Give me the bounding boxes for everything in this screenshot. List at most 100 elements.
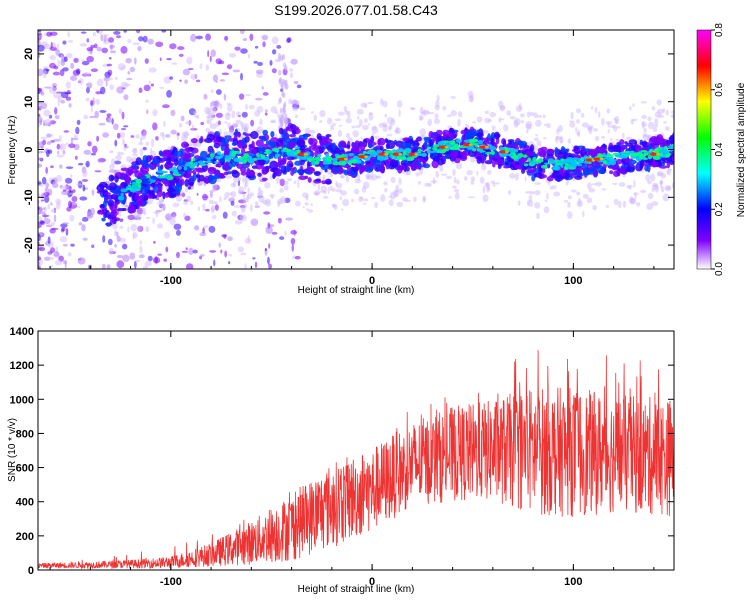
spectrogram-halo-blob: [592, 128, 599, 132]
spectrogram-halo-blob: [484, 182, 490, 187]
spectrogram-core-blob: [322, 160, 327, 165]
spectrogram-band-blob: [270, 130, 275, 138]
spectrogram-halo-blob: [231, 110, 236, 119]
spectrogram-halo-blob: [645, 174, 651, 182]
spectrogram-band-blob: [200, 135, 204, 144]
spectrogram-noise-blob: [275, 177, 281, 183]
spectrogram-noise-blob: [284, 230, 287, 236]
spectrogram-halo-blob: [565, 182, 569, 186]
spectrogram-noise-blob: [52, 71, 61, 76]
spectrogram-noise-blob: [108, 37, 115, 43]
spectrogram-noise-blob: [195, 79, 201, 83]
spectrogram-noise-blob: [218, 120, 221, 126]
spectrogram-noise-blob: [43, 70, 47, 79]
spectrogram-band-blob: [231, 141, 237, 146]
spectrogram-band-blob: [488, 156, 492, 162]
spectrogram-halo-blob: [454, 192, 460, 200]
spectrogram-band-blob: [206, 133, 215, 141]
spectrogram-noise-blob: [139, 239, 142, 246]
spectrogram-band-blob: [609, 170, 614, 175]
spectrogram-peak-edge: [468, 143, 473, 146]
spectrogram-halo-blob: [415, 172, 421, 177]
spectrogram-band-blob: [352, 166, 359, 173]
spectrogram-core-blob: [385, 154, 389, 159]
snr-xtick-label: 100: [564, 576, 582, 588]
spectrogram-band-blob: [320, 163, 330, 171]
colorbar: 0.0 0.2 0.4 0.6 0.8 Normalized spectral ampl…: [696, 23, 747, 276]
spectrogram-halo-blob: [535, 119, 542, 127]
spectrogram-halo-blob: [618, 200, 622, 209]
spectrogram-core-blob: [247, 155, 253, 159]
spectrogram-halo-blob: [529, 111, 535, 116]
spectrogram-band-blob: [560, 146, 566, 153]
spectrogram-peak-edge: [303, 153, 308, 156]
spectrogram-halo-blob: [388, 199, 394, 207]
spectrogram-xtick-label: -100: [160, 275, 182, 287]
spectrogram-core-blob: [470, 145, 475, 150]
spectrogram-halo-blob: [219, 196, 222, 203]
spectrogram-noise-blob: [118, 108, 122, 115]
colorbar-ticks: 0.0 0.2 0.4 0.6 0.8: [711, 23, 725, 276]
spectrogram-band-blob: [379, 145, 384, 151]
spectrogram-band-blob: [101, 217, 106, 222]
spectrogram-noise-blob: [69, 214, 75, 222]
spectrogram-band-blob: [566, 148, 570, 152]
spectrogram-core-blob: [648, 148, 654, 153]
spectrogram-noise-blob: [152, 122, 158, 131]
spectrogram-band-blob: [484, 160, 493, 165]
spectrogram-halo-blob: [592, 204, 598, 211]
spectrogram-halo-blob: [211, 184, 218, 190]
spectrogram-noise-blob: [44, 119, 52, 125]
spectrogram-noise-blob: [60, 59, 66, 67]
spectrogram-noise-blob: [229, 52, 237, 58]
spectrogram-halo-blob: [118, 151, 125, 156]
spectrogram-spike-blob: [278, 52, 282, 59]
spectrogram-band-blob: [517, 163, 523, 170]
spectrogram-noise-blob: [126, 77, 133, 81]
spectrogram-noise-blob: [171, 62, 178, 65]
spectrogram-band-blob: [262, 129, 269, 136]
spectrogram-halo-blob: [259, 118, 263, 126]
spectrogram-noise-blob: [54, 260, 63, 266]
snr-ytick-label: 800: [16, 428, 34, 440]
spectrogram-halo-blob: [320, 168, 323, 174]
spectrogram-peak: [498, 150, 507, 154]
spectrogram-halo-blob: [656, 99, 662, 106]
spectrogram-halo-blob: [162, 132, 165, 141]
spectrogram-band-blob: [188, 147, 195, 151]
spectrogram-band-blob: [176, 150, 184, 157]
spectrogram-peak: [337, 157, 346, 161]
spectrogram-band-blob: [546, 148, 555, 153]
spectrogram-halo-blob: [390, 118, 396, 126]
spectrogram-core-blob: [560, 158, 565, 162]
spectrogram-band-blob: [261, 177, 268, 181]
spectrogram-noise-blob: [69, 75, 78, 81]
spectrogram-noise-blob: [155, 136, 159, 141]
spectrogram-halo-blob: [433, 118, 440, 125]
spectrogram-noise-blob: [83, 114, 89, 120]
spectrogram-noise-blob: [38, 102, 46, 110]
spectrogram-halo-blob: [277, 200, 281, 208]
spectrogram-halo-blob: [622, 174, 626, 178]
spectrogram-band-blob: [379, 164, 385, 173]
spectrogram-halo-blob: [435, 170, 439, 179]
spectrogram-noise-blob: [94, 170, 102, 173]
spectrogram-noise-blob: [38, 113, 41, 117]
spectrogram-noise-blob: [113, 31, 121, 35]
spectrogram-marks: [38, 30, 674, 269]
spectrogram-noise-blob: [221, 72, 230, 76]
spectrogram-halo-blob: [637, 138, 641, 144]
spectrogram-noise-blob: [48, 149, 53, 154]
spectrogram-core-blob: [255, 157, 264, 160]
spectrogram-halo-blob: [118, 211, 122, 217]
spectrogram-band-blob: [158, 184, 163, 193]
spectrogram-halo-blob: [305, 195, 309, 201]
spectrogram-noise-blob: [63, 130, 70, 133]
spectrogram-noise-blob: [173, 223, 182, 230]
spectrogram-halo-blob: [249, 204, 253, 212]
spectrogram-noise-blob: [43, 195, 50, 203]
spectrogram-halo-blob: [339, 175, 346, 178]
spectrogram-halo-blob: [447, 114, 452, 118]
spectrogram-noise-blob: [215, 112, 223, 118]
